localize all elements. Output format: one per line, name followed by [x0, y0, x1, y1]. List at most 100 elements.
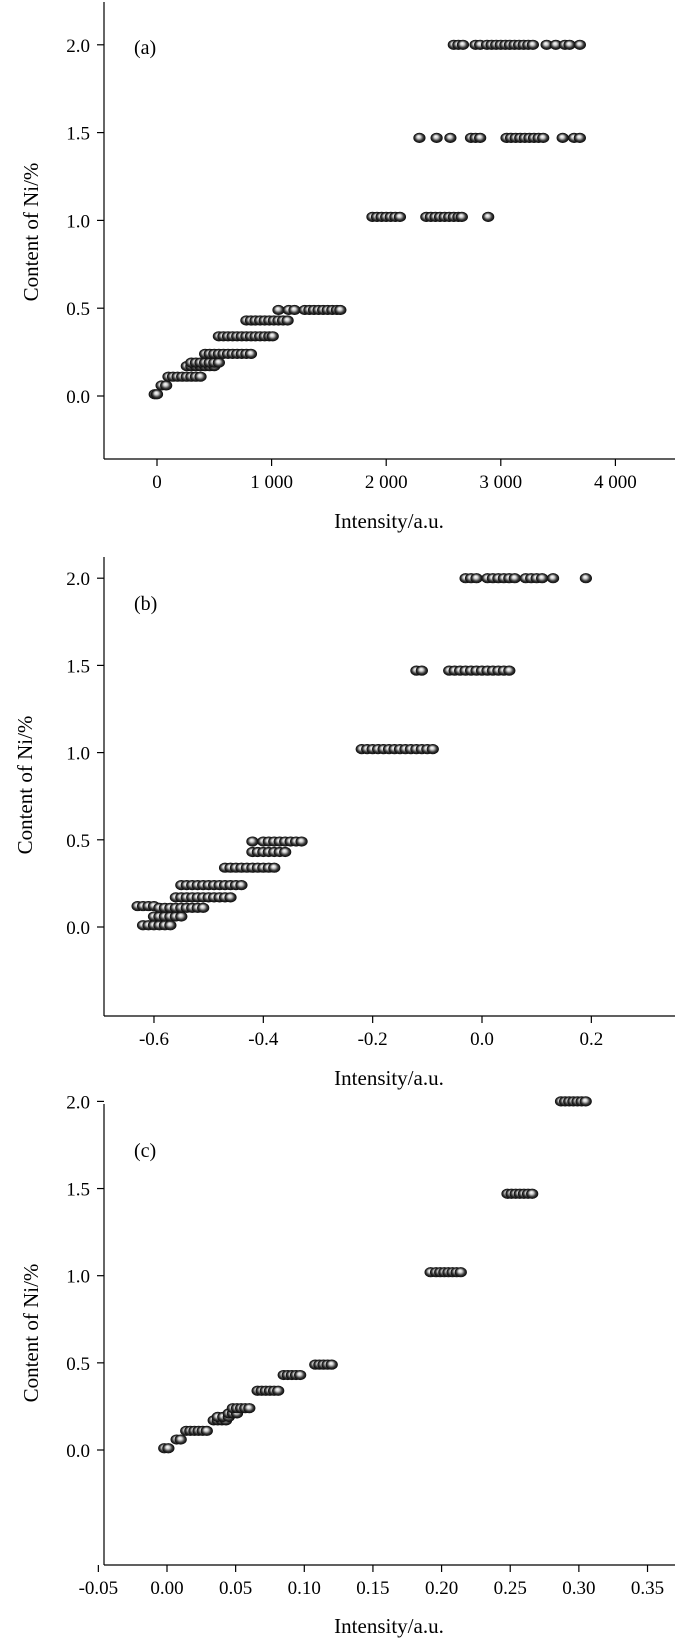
data-point [295, 836, 308, 847]
data-point [456, 39, 470, 50]
x-axis-label: Intensity/a.u. [334, 1614, 444, 1638]
x-tick-label: 0.35 [631, 1578, 664, 1599]
data-point [455, 211, 468, 222]
y-tick-label: 1.5 [66, 124, 90, 145]
y-tick-label: 1.0 [66, 1267, 90, 1288]
panel-label: (c) [134, 1140, 156, 1162]
chart-panel-c: -0.05 0.00 0.05 0.10 0.15 0.20 0.25 0.30 0.35 0.0… [19, 1092, 675, 1638]
data-point [470, 573, 483, 584]
data-point [272, 1385, 285, 1396]
y-tick-label: 0.0 [66, 918, 90, 939]
scatter-points [158, 1096, 592, 1454]
data-point [160, 380, 173, 391]
y-axis-label: Content of Ni/% [19, 163, 43, 302]
y-tick-label: 0.5 [66, 831, 90, 852]
data-point [224, 892, 237, 903]
data-point [430, 132, 443, 143]
x-axis-label: Intensity/a.u. [334, 509, 444, 533]
y-tick-label: 1.5 [66, 1180, 90, 1201]
data-point [413, 132, 426, 143]
y-tick-label: 2.0 [66, 1092, 90, 1113]
x-tick-label: 0.30 [562, 1578, 595, 1599]
scatter-points [131, 573, 592, 931]
data-point [194, 371, 207, 382]
x-tick-label: 0.2 [579, 1029, 603, 1050]
data-point [281, 315, 294, 326]
x-tick-label: -0.6 [139, 1029, 169, 1050]
data-point [288, 304, 301, 316]
data-point [537, 132, 550, 143]
data-point [174, 1434, 187, 1445]
data-point [266, 331, 279, 342]
y-tick-label: 2.0 [66, 36, 90, 57]
x-tick-label: -0.05 [79, 1578, 119, 1599]
panel-label: (b) [134, 593, 157, 615]
data-point [150, 389, 164, 400]
data-point [556, 132, 569, 143]
y-axis-label: Content of Ni/% [19, 1264, 43, 1403]
data-point [175, 911, 188, 922]
y-axis-label: Content of Ni/% [13, 716, 37, 855]
axis-ticks: 0 1 000 2 000 3 000 4 000 0.0 0.5 1.0 1.5 2.0 [66, 36, 637, 493]
data-point [212, 357, 225, 368]
data-point [244, 348, 258, 359]
data-point [444, 132, 457, 143]
x-tick-label: 0.0 [470, 1029, 494, 1050]
scatter-points [148, 39, 586, 400]
axis-ticks: -0.05 0.00 0.05 0.10 0.15 0.20 0.25 0.30 0.35 0.0… [66, 1092, 664, 1599]
data-point [415, 665, 428, 676]
data-point [526, 39, 539, 50]
x-tick-label: 0.05 [219, 1578, 252, 1599]
data-point [546, 573, 560, 584]
y-tick-label: 0.0 [66, 387, 90, 408]
y-tick-label: 0.5 [66, 299, 90, 320]
data-point [482, 211, 495, 222]
x-tick-label: 0 [152, 472, 162, 493]
data-point [246, 836, 259, 847]
axis-ticks: -0.6 -0.4 -0.2 0.0 0.2 0.0 0.5 1.0 1.5 2.0 [66, 569, 603, 1050]
data-point [573, 132, 586, 143]
chart-panel-a: 0 1 000 2 000 3 000 4 000 0.0 0.5 1.0 1.5 2.0 (a)… [19, 2, 675, 533]
data-point [393, 211, 407, 222]
x-tick-label: 4 000 [594, 472, 637, 493]
chart-panel-b: -0.6 -0.4 -0.2 0.0 0.2 0.0 0.5 1.0 1.5 2.0 (b) In… [13, 557, 675, 1090]
x-tick-label: 3 000 [479, 472, 522, 493]
data-point [579, 1096, 592, 1107]
y-tick-label: 0.5 [66, 1354, 90, 1375]
x-tick-label: -0.4 [248, 1029, 279, 1050]
y-tick-label: 0.0 [66, 1441, 90, 1462]
y-tick-label: 1.0 [66, 211, 90, 232]
x-tick-label: 0.10 [288, 1578, 321, 1599]
data-point [162, 1443, 175, 1454]
x-tick-label: 1 000 [250, 472, 293, 493]
y-tick-label: 1.5 [66, 656, 90, 677]
y-tick-label: 2.0 [66, 569, 90, 590]
data-point [272, 304, 285, 316]
data-point [563, 39, 576, 50]
data-point [579, 573, 592, 584]
data-point [164, 920, 177, 931]
x-axis-label: Intensity/a.u. [334, 1066, 444, 1090]
x-tick-label: 2 000 [365, 472, 408, 493]
data-point [426, 744, 439, 755]
x-tick-label: 0.00 [150, 1578, 183, 1599]
data-point [325, 1359, 338, 1370]
x-tick-label: 0.20 [425, 1578, 458, 1599]
data-point [197, 902, 210, 913]
x-tick-label: 0.15 [356, 1578, 389, 1599]
data-point [235, 880, 248, 891]
y-tick-label: 1.0 [66, 744, 90, 765]
data-point [200, 1425, 213, 1436]
data-point [454, 1267, 467, 1278]
data-point [536, 573, 549, 584]
data-point [526, 1188, 539, 1199]
data-point [573, 39, 586, 50]
x-tick-label: 0.25 [494, 1578, 527, 1599]
data-point [334, 304, 347, 316]
data-point [294, 1369, 307, 1381]
data-point [268, 862, 281, 873]
data-point [243, 1403, 256, 1414]
panel-label: (a) [134, 37, 156, 59]
data-point [503, 665, 516, 676]
